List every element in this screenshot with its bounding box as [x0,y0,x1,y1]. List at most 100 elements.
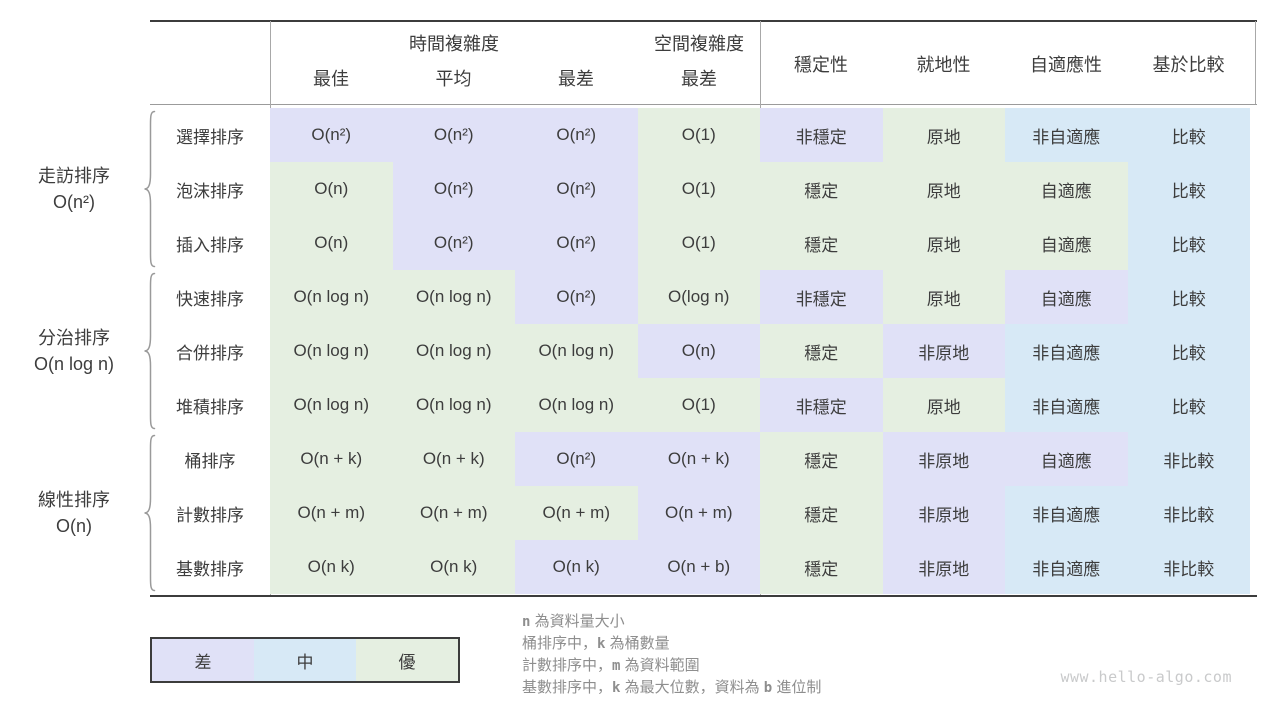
legend-item-good: 優 [356,639,458,681]
group-complexity: O(n log n) [33,354,115,374]
group-complexity: O(n²) [53,192,95,212]
table-cell: O(n k) [392,540,515,594]
table-cell: O(n + k) [637,432,760,486]
group-label-linear: 線性排序 O(n) [8,487,140,539]
header-average: 平均 [435,69,472,89]
footnote-text: 基數排序中， [522,679,613,696]
group-label-divide-conquer: 分治排序 O(n log n) [8,325,140,377]
legend-item-mid: 中 [254,639,356,681]
header-stability: 穩定性 [794,55,848,75]
table-cell: O(n²) [515,432,638,486]
table-cell: O(1) [637,378,760,432]
table-cell: 自適應 [1005,162,1128,216]
table-cell: O(n + m) [392,486,515,540]
table-cell: O(n log n) [515,324,638,378]
table-cell: O(n²) [515,216,638,270]
curly-brace-icon [144,272,156,430]
group-name: 走訪排序 [38,166,110,186]
variable-b: b [763,680,773,696]
table-cell: O(n + m) [270,486,393,540]
table-cell: O(n²) [515,270,638,324]
table-cell: 自適應 [1005,432,1128,486]
table-cell: O(1) [637,216,760,270]
table-cell: 穩定 [760,486,883,540]
header-in-place: 就地性 [916,55,971,75]
table-cell: 原地 [882,108,1005,162]
table-cell: 比較 [1127,216,1250,270]
table-cell: 比較 [1127,378,1250,432]
table-cell: 原地 [882,162,1005,216]
table-cell: 比較 [1127,270,1250,324]
legend-item-bad: 差 [152,639,254,681]
row-label: 選擇排序 [176,127,244,147]
table-cell: O(n + k) [392,432,515,486]
footnote-text: 為資料範圍 [620,657,700,674]
table-cell: O(n) [637,324,760,378]
footnote-line: 計數排序中，m 為資料範圍 [522,655,821,677]
group-name: 線性排序 [38,490,110,510]
header-divider [150,104,1257,105]
table-cell: 穩定 [760,216,883,270]
footnote-text: 為最大位數，資料為 [620,679,764,696]
variable-n: n [522,614,531,630]
table-cell: 非原地 [882,486,1005,540]
watermark: www.hello-algo.com [1060,668,1232,686]
table-body: O(n²) O(n²) O(n²) O(1) 非穩定 原地 非自適應 比較 O(… [270,108,1250,594]
table-cell: O(n + k) [270,432,393,486]
table-cell: 穩定 [760,324,883,378]
curly-brace-icon [144,110,156,268]
table-cell: 比較 [1127,108,1250,162]
table-cell: 非穩定 [760,108,883,162]
legend: 差 中 優 [150,637,460,683]
table-top-border [150,20,1257,22]
table-cell: 穩定 [760,432,883,486]
table-cell: 非自適應 [1005,486,1128,540]
row-label: 計數排序 [176,505,244,525]
header-adaptiveness: 自適應性 [1030,55,1102,75]
row-label: 桶排序 [184,451,236,471]
table-cell: O(n²) [392,216,515,270]
table-cell: 非穩定 [760,378,883,432]
row-label: 堆積排序 [176,397,244,417]
table-cell: 自適應 [1005,216,1128,270]
header-comparison-based: 基於比較 [1152,55,1225,75]
table-cell: 非自適應 [1005,378,1128,432]
table-cell: 穩定 [760,162,883,216]
row-label: 快速排序 [176,289,244,309]
header-right-divider [1255,21,1256,104]
table-cell: O(n) [270,216,393,270]
table-bottom-border [150,595,1257,597]
footnote-text: 桶排序中， [522,635,598,652]
row-label: 合併排序 [176,343,244,363]
table-cell: O(n log n) [392,270,515,324]
table-cell: 非自適應 [1005,324,1128,378]
table-cell: 非原地 [882,540,1005,594]
footnote-line: n 為資料量大小 [522,611,821,633]
curly-brace-icon [144,434,156,592]
footnote-text: 為桶數量 [605,635,670,652]
table-cell: O(n log n) [270,324,393,378]
header-worst: 最差 [558,69,594,89]
table-cell: 比較 [1127,162,1250,216]
table-cell: 非原地 [882,324,1005,378]
table-cell: O(log n) [637,270,760,324]
table-cell: 非原地 [882,432,1005,486]
row-label: 泡沫排序 [176,181,244,201]
row-label-column: 選擇排序 泡沫排序 插入排序 快速排序 合併排序 堆積排序 桶排序 計數排序 基… [150,108,270,594]
row-label: 基數排序 [176,559,244,579]
footnote-line: 基數排序中，k 為最大位數，資料為 b 進位制 [522,677,821,699]
table-cell: O(n + m) [515,486,638,540]
table-cell: O(n + b) [637,540,760,594]
footnote-text: 計數排序中， [522,657,613,674]
table-cell: 穩定 [760,540,883,594]
table-cell: 非自適應 [1005,108,1128,162]
table-cell: 非自適應 [1005,540,1128,594]
table-cell: O(n²) [270,108,393,162]
header-time-complexity: 時間複雜度 [409,34,499,54]
header-space-worst: 最差 [681,69,717,89]
table-cell: 原地 [882,270,1005,324]
table-cell: 自適應 [1005,270,1128,324]
table-cell: O(1) [637,162,760,216]
table-cell: 原地 [882,216,1005,270]
